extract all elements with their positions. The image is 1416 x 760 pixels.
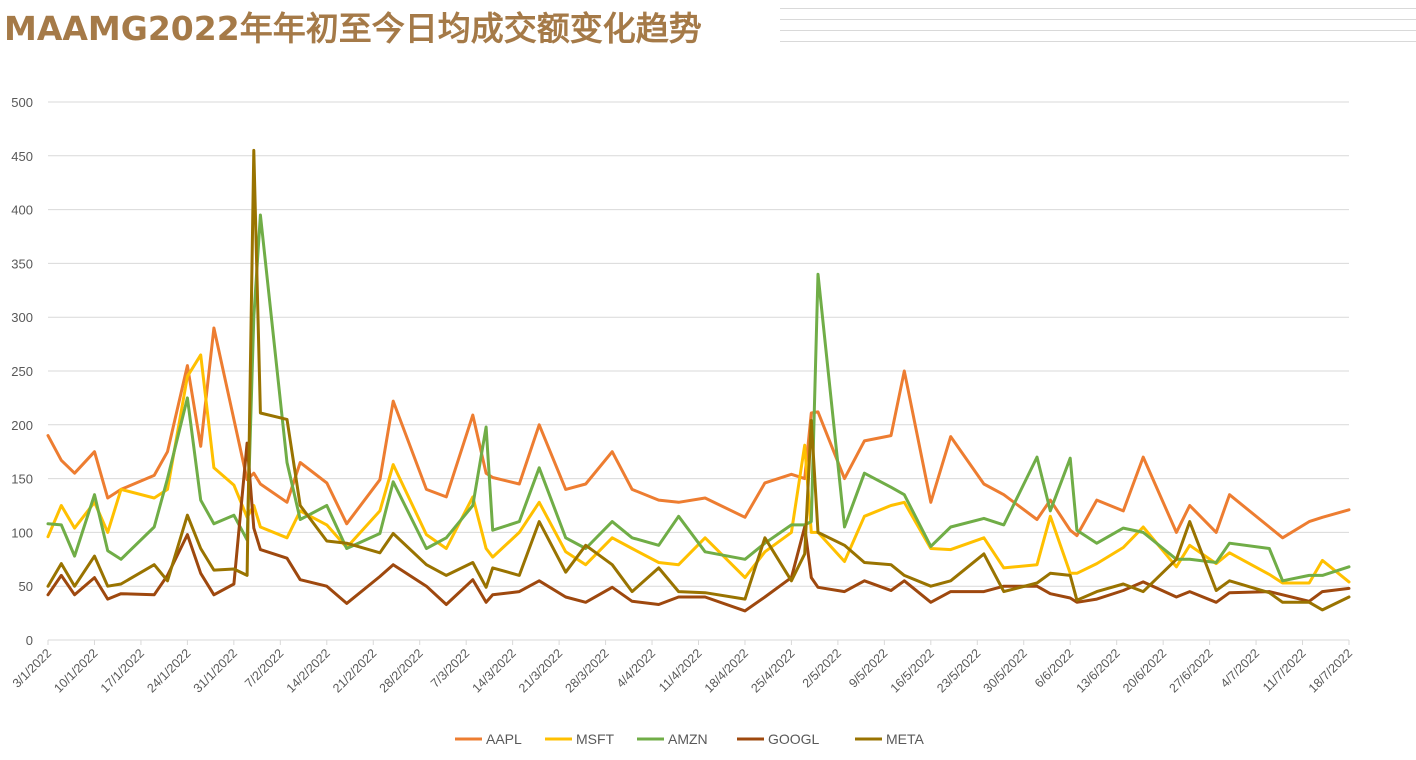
x-tick-label: 14/2/2022 — [284, 646, 333, 695]
series-line-meta — [46, 148, 1351, 612]
x-tick-label: 21/2/2022 — [330, 646, 379, 695]
x-tick-label: 10/1/2022 — [51, 646, 100, 695]
legend-item-aapl: AAPL — [455, 731, 522, 747]
series-lines — [46, 148, 1351, 613]
y-tick-label: 0 — [26, 633, 33, 648]
x-tick-label: 4/4/2022 — [614, 646, 658, 690]
y-tick-label: 350 — [11, 256, 33, 271]
series-line-amzn — [46, 213, 1351, 583]
y-tick-label: 100 — [11, 525, 33, 540]
x-tick-label: 4/7/2022 — [1218, 646, 1262, 690]
x-tick-label: 31/1/2022 — [191, 646, 240, 695]
x-tick-label: 2/5/2022 — [800, 646, 844, 690]
x-tick-label: 21/3/2022 — [516, 646, 565, 695]
x-tick-label: 11/7/2022 — [1260, 646, 1309, 695]
series-line-googl — [46, 441, 1351, 613]
gridlines — [48, 101, 1349, 587]
y-tick-label: 50 — [19, 579, 33, 594]
x-tick-label: 14/3/2022 — [470, 646, 519, 695]
y-tick-label: 500 — [11, 95, 33, 110]
x-tick-label: 30/5/2022 — [981, 646, 1030, 695]
legend-label: AMZN — [668, 731, 708, 747]
series-line-msft — [46, 353, 1351, 585]
x-tick-label: 16/5/2022 — [888, 646, 937, 695]
x-tick-label: 11/4/2022 — [656, 646, 705, 695]
x-tick-label: 23/5/2022 — [934, 646, 983, 695]
decorative-line — [780, 8, 1416, 9]
x-tick-label: 6/6/2022 — [1032, 646, 1076, 690]
x-tick-label: 13/6/2022 — [1074, 646, 1123, 695]
legend-label: MSFT — [576, 731, 615, 747]
y-tick-label: 250 — [11, 364, 33, 379]
x-axis: 3/1/202210/1/202217/1/202224/1/202231/1/… — [10, 639, 1355, 695]
chart-title: MAAMG2022年年初至今日均成交额变化趋势 — [4, 9, 702, 48]
y-tick-label: 200 — [11, 418, 33, 433]
y-axis-ticks: 0 50 100 150 200 250 300 350 400 450 500 — [11, 95, 33, 648]
decorative-line — [780, 19, 1416, 20]
y-tick-label: 450 — [11, 149, 33, 164]
legend-item-msft: MSFT — [545, 731, 615, 747]
legend-label: META — [886, 731, 925, 747]
x-tick-label: 3/1/2022 — [10, 646, 54, 690]
x-tick-label: 7/2/2022 — [242, 646, 286, 690]
x-tick-label: 27/6/2022 — [1167, 646, 1216, 695]
x-tick-label: 20/6/2022 — [1120, 646, 1169, 695]
x-tick-label: 7/3/2022 — [428, 646, 472, 690]
legend-item-amzn: AMZN — [637, 731, 708, 747]
legend-label: AAPL — [486, 731, 522, 747]
decorative-line — [780, 30, 1416, 31]
y-tick-label: 300 — [11, 310, 33, 325]
y-tick-label: 400 — [11, 203, 33, 218]
x-tick-label: 18/7/2022 — [1306, 646, 1355, 695]
legend: AAPL MSFT AMZN GOOGL META — [455, 731, 925, 747]
y-tick-label: 150 — [11, 472, 33, 487]
x-tick-label: 24/1/2022 — [144, 646, 193, 695]
x-tick-label: 28/3/2022 — [562, 646, 611, 695]
x-tick-label: 9/5/2022 — [846, 646, 890, 690]
legend-item-meta: META — [855, 731, 925, 747]
x-tick-label: 18/4/2022 — [702, 646, 751, 695]
legend-label: GOOGL — [768, 731, 820, 747]
x-tick-label: 17/1/2022 — [98, 646, 147, 695]
x-tick-label: 25/4/2022 — [748, 646, 797, 695]
x-tick-label: 28/2/2022 — [377, 646, 426, 695]
decorative-line — [780, 41, 1416, 42]
series-line-aapl — [46, 326, 1351, 540]
legend-item-googl: GOOGL — [737, 731, 820, 747]
